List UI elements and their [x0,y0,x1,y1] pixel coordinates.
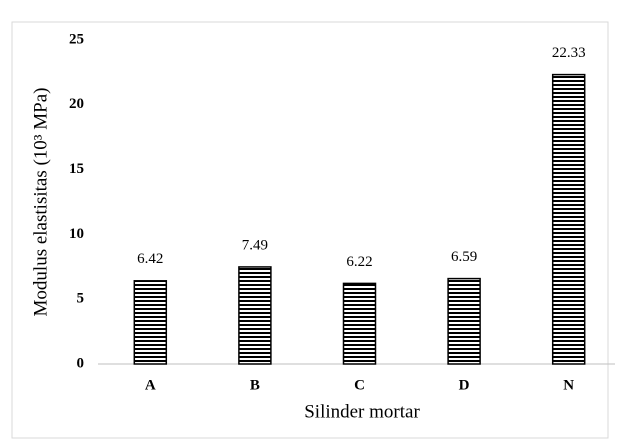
bar [447,277,481,365]
value-label: 6.59 [451,249,477,265]
bar [551,73,586,365]
bar [133,280,168,365]
x-tick-label: B [250,377,260,393]
x-tick-label: C [354,377,365,393]
value-label: 6.42 [137,251,163,267]
bar [238,266,272,365]
y-tick-label: 10 [69,226,84,242]
value-label: 22.33 [552,45,586,61]
y-tick-label: 15 [69,161,84,177]
x-axis-label: Silinder mortar [304,401,420,422]
value-label: 6.22 [346,254,372,270]
x-tick-label: N [563,377,574,393]
x-tick-label: D [459,377,470,393]
y-tick-label: 0 [77,355,85,371]
y-axis-label: Modulus elastisitas (10³ MPa) [30,88,51,317]
y-tick-label: 25 [69,31,84,47]
y-tick-label: 5 [77,291,85,307]
x-tick-label: A [145,377,156,393]
chart-frame [11,21,609,439]
value-label: 7.49 [242,237,268,253]
bar [342,282,377,365]
y-tick-label: 20 [69,96,84,112]
